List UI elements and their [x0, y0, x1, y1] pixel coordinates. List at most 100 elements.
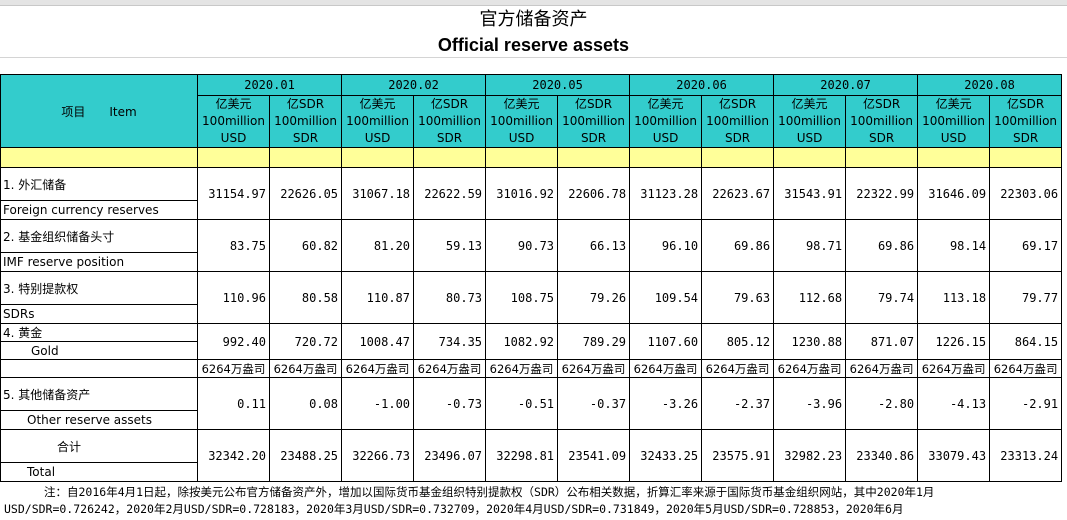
value-cell[interactable]: 31154.97 — [197, 167, 270, 220]
period-header[interactable]: 2020.05 — [485, 74, 631, 96]
value-cell[interactable]: 96.10 — [629, 219, 703, 272]
value-cell[interactable]: 0.08 — [268, 377, 343, 430]
value-cell[interactable]: -0.51 — [485, 377, 559, 430]
value-cell[interactable]: 805.12 — [701, 323, 775, 360]
row-label-zh[interactable]: 2. 基金组织储备头寸 — [0, 219, 198, 253]
period-header[interactable]: 2020.06 — [629, 74, 775, 96]
value-cell[interactable]: 59.13 — [413, 219, 487, 272]
value-cell[interactable]: 23575.91 — [701, 429, 775, 482]
value-cell[interactable]: -0.73 — [413, 377, 487, 430]
value-cell[interactable]: 90.73 — [485, 219, 559, 272]
value-cell[interactable]: 22606.78 — [557, 167, 631, 220]
value-cell[interactable]: -2.91 — [989, 377, 1063, 430]
value-cell[interactable]: 79.77 — [989, 271, 1063, 324]
blank-cell[interactable] — [629, 147, 703, 168]
value-cell[interactable]: 734.35 — [413, 323, 487, 360]
value-cell[interactable]: 66.13 — [557, 219, 631, 272]
value-cell[interactable]: 69.86 — [701, 219, 775, 272]
value-cell[interactable]: 79.63 — [701, 271, 775, 324]
value-cell[interactable]: 31123.28 — [629, 167, 703, 220]
period-header[interactable]: 2020.07 — [773, 74, 919, 96]
blank-cell[interactable] — [0, 147, 198, 168]
value-cell[interactable]: -1.00 — [341, 377, 415, 430]
period-header[interactable]: 2020.08 — [917, 74, 1063, 96]
value-cell[interactable]: 112.68 — [773, 271, 847, 324]
value-cell[interactable]: 1230.88 — [773, 323, 847, 360]
row-label-zh[interactable]: 4. 黄金 — [0, 323, 198, 342]
value-cell[interactable]: 69.86 — [845, 219, 919, 272]
row-label-en[interactable]: Total — [0, 462, 198, 482]
value-cell[interactable]: 992.40 — [197, 323, 270, 360]
row-label-zh[interactable]: 1. 外汇储备 — [0, 167, 198, 201]
value-cell[interactable]: 23541.09 — [557, 429, 631, 482]
unit-usd-header[interactable]: 亿美元 100million USD — [773, 95, 847, 148]
value-cell[interactable]: 31067.18 — [341, 167, 415, 220]
value-cell[interactable]: 789.29 — [557, 323, 631, 360]
row-label-en[interactable]: Foreign currency reserves — [0, 200, 198, 220]
unit-sdr-header[interactable]: 亿SDR 100million SDR — [845, 95, 919, 148]
blank-cell[interactable] — [268, 147, 343, 168]
value-cell[interactable]: 31646.09 — [917, 167, 991, 220]
value-cell[interactable]: 23488.25 — [268, 429, 343, 482]
gold-ounce-cell[interactable]: 6264万盎司 — [557, 359, 631, 378]
gold-ounce-cell[interactable]: 6264万盎司 — [989, 359, 1063, 378]
value-cell[interactable]: 109.54 — [629, 271, 703, 324]
blank-cell[interactable] — [845, 147, 919, 168]
value-cell[interactable]: -0.37 — [557, 377, 631, 430]
value-cell[interactable]: 83.75 — [197, 219, 270, 272]
period-header[interactable]: 2020.01 — [196, 74, 343, 96]
value-cell[interactable]: 81.20 — [341, 219, 415, 272]
value-cell[interactable]: 22623.67 — [701, 167, 775, 220]
row-label-en[interactable]: SDRs — [0, 304, 198, 324]
value-cell[interactable]: 110.96 — [197, 271, 270, 324]
value-cell[interactable]: 32433.25 — [629, 429, 703, 482]
row-label-zh[interactable]: 3. 特别提款权 — [0, 271, 198, 305]
gold-ounce-cell[interactable]: 6264万盎司 — [268, 359, 343, 378]
blank-cell[interactable] — [485, 147, 559, 168]
row-label-en[interactable]: Other reserve assets — [0, 410, 198, 430]
value-cell[interactable]: 113.18 — [917, 271, 991, 324]
value-cell[interactable]: 1082.92 — [485, 323, 559, 360]
blank-cell[interactable] — [197, 147, 270, 168]
unit-usd-header[interactable]: 亿美元 100million USD — [917, 95, 991, 148]
value-cell[interactable]: 98.71 — [773, 219, 847, 272]
blank-cell[interactable] — [0, 359, 198, 378]
value-cell[interactable]: 31016.92 — [485, 167, 559, 220]
gold-ounce-cell[interactable]: 6264万盎司 — [845, 359, 919, 378]
value-cell[interactable]: 108.75 — [485, 271, 559, 324]
value-cell[interactable]: 110.87 — [341, 271, 415, 324]
value-cell[interactable]: 23313.24 — [989, 429, 1063, 482]
value-cell[interactable]: 31543.91 — [773, 167, 847, 220]
value-cell[interactable]: -2.37 — [701, 377, 775, 430]
unit-sdr-header[interactable]: 亿SDR 100million SDR — [989, 95, 1063, 148]
value-cell[interactable]: 69.17 — [989, 219, 1063, 272]
value-cell[interactable]: 871.07 — [845, 323, 919, 360]
blank-cell[interactable] — [341, 147, 415, 168]
value-cell[interactable]: 1226.15 — [917, 323, 991, 360]
value-cell[interactable]: 22303.06 — [989, 167, 1063, 220]
value-cell[interactable]: 720.72 — [268, 323, 343, 360]
value-cell[interactable]: -3.26 — [629, 377, 703, 430]
value-cell[interactable]: -2.80 — [845, 377, 919, 430]
value-cell[interactable]: 80.73 — [413, 271, 487, 324]
unit-usd-header[interactable]: 亿美元 100million USD — [341, 95, 415, 148]
value-cell[interactable]: 32982.23 — [773, 429, 847, 482]
blank-cell[interactable] — [917, 147, 991, 168]
gold-ounce-cell[interactable]: 6264万盎司 — [485, 359, 559, 378]
row-label-en[interactable]: IMF reserve position — [0, 252, 198, 272]
unit-sdr-header[interactable]: 亿SDR 100million SDR — [701, 95, 775, 148]
blank-cell[interactable] — [413, 147, 487, 168]
unit-sdr-header[interactable]: 亿SDR 100million SDR — [557, 95, 631, 148]
value-cell[interactable]: -3.96 — [773, 377, 847, 430]
value-cell[interactable]: 0.11 — [197, 377, 270, 430]
period-header[interactable]: 2020.02 — [341, 74, 487, 96]
value-cell[interactable]: 23496.07 — [413, 429, 487, 482]
value-cell[interactable]: 22322.99 — [845, 167, 919, 220]
value-cell[interactable]: -4.13 — [917, 377, 991, 430]
value-cell[interactable]: 79.74 — [845, 271, 919, 324]
value-cell[interactable]: 32298.81 — [485, 429, 559, 482]
gold-ounce-cell[interactable]: 6264万盎司 — [629, 359, 703, 378]
gold-ounce-cell[interactable]: 6264万盎司 — [773, 359, 847, 378]
gold-ounce-cell[interactable]: 6264万盎司 — [197, 359, 270, 378]
value-cell[interactable]: 1107.60 — [629, 323, 703, 360]
